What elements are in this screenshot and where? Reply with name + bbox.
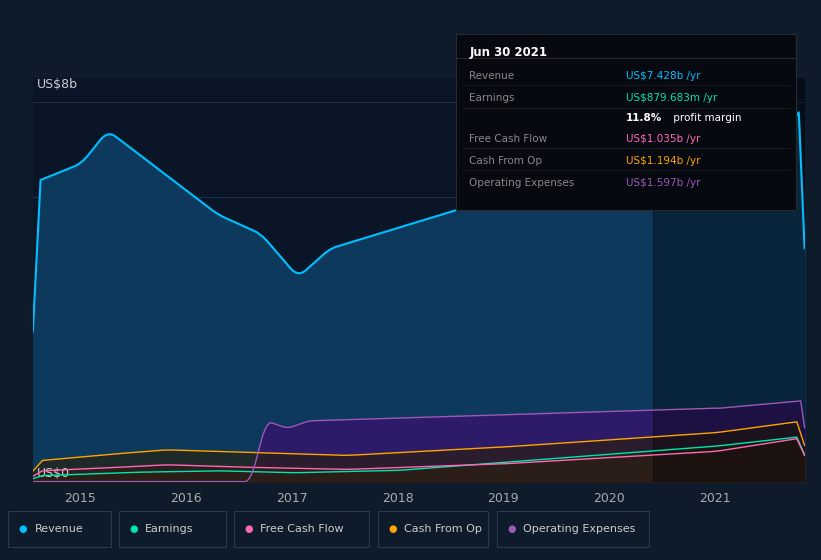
Text: ●: ● [388, 524, 397, 534]
Text: Cash From Op: Cash From Op [404, 524, 482, 534]
Text: Revenue: Revenue [470, 71, 515, 81]
Text: 11.8%: 11.8% [626, 113, 663, 123]
Text: Free Cash Flow: Free Cash Flow [260, 524, 344, 534]
Text: Operating Expenses: Operating Expenses [470, 178, 575, 188]
Text: US$7.428b /yr: US$7.428b /yr [626, 71, 700, 81]
Text: Jun 30 2021: Jun 30 2021 [470, 46, 548, 59]
Text: Earnings: Earnings [145, 524, 194, 534]
Text: US$1.035b /yr: US$1.035b /yr [626, 133, 700, 143]
Text: Earnings: Earnings [470, 93, 515, 103]
Bar [654, 78, 805, 482]
Text: ●: ● [19, 524, 27, 534]
Text: ●: ● [130, 524, 138, 534]
Text: Operating Expenses: Operating Expenses [523, 524, 635, 534]
Text: Free Cash Flow: Free Cash Flow [470, 133, 548, 143]
Text: ●: ● [507, 524, 516, 534]
Text: US$8b: US$8b [37, 78, 78, 91]
Text: US$879.683m /yr: US$879.683m /yr [626, 93, 718, 103]
Text: US$1.194b /yr: US$1.194b /yr [626, 156, 700, 166]
Text: US$0: US$0 [37, 466, 70, 479]
Text: Revenue: Revenue [34, 524, 83, 534]
Text: ●: ● [245, 524, 253, 534]
Text: profit margin: profit margin [670, 113, 742, 123]
Text: Cash From Op: Cash From Op [470, 156, 543, 166]
Text: US$1.597b /yr: US$1.597b /yr [626, 178, 700, 188]
